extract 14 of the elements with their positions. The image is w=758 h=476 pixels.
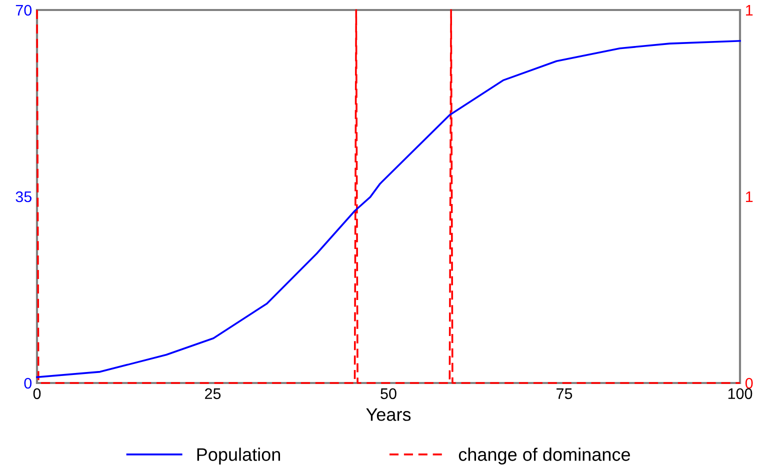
x-tick-label: 100 bbox=[728, 388, 752, 400]
x-tick-label: 75 bbox=[556, 388, 572, 400]
y2-tick-label: 1 bbox=[746, 192, 753, 202]
x-tick-label: 25 bbox=[205, 388, 221, 400]
y-tick-label: 70 bbox=[16, 4, 32, 16]
legend-label: change of dominance bbox=[458, 448, 630, 465]
y-tick-label: 0 bbox=[24, 378, 32, 389]
x-tick-label: 50 bbox=[380, 388, 396, 400]
x-axis-title: Years bbox=[366, 408, 411, 421]
y2-tick-label: 1 bbox=[746, 5, 753, 16]
legend-label: Population bbox=[197, 448, 280, 465]
y-tick-label: 35 bbox=[16, 191, 32, 202]
y2-tick-label: 0 bbox=[745, 378, 753, 389]
x-tick-label: 0 bbox=[33, 388, 41, 400]
